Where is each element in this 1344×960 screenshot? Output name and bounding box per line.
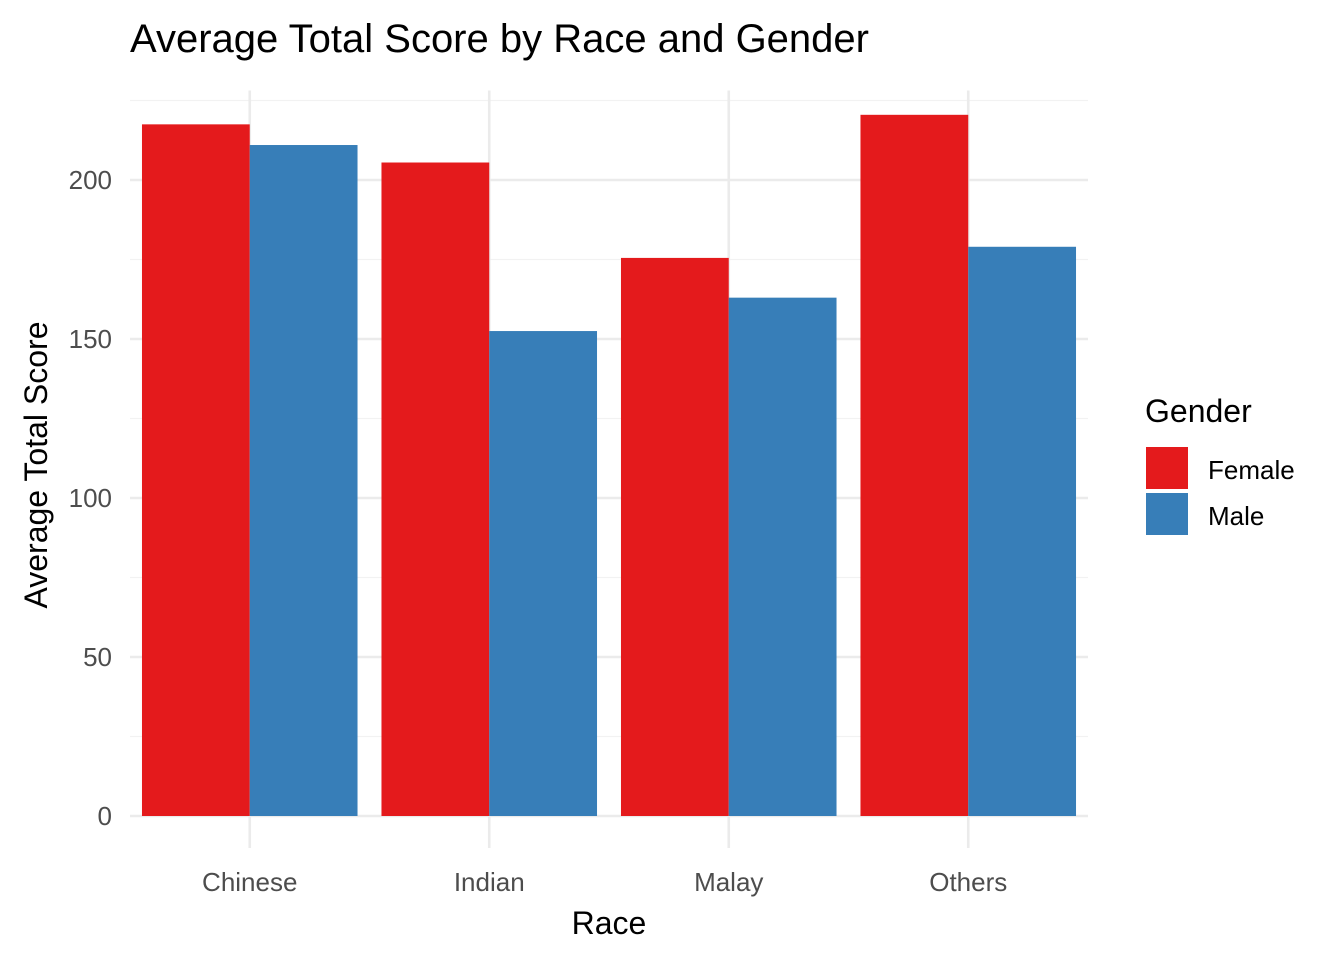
x-tick-label: Chinese bbox=[202, 867, 297, 897]
bar-female-others bbox=[860, 114, 969, 816]
y-axis-ticks: 0 50 100 150 200 bbox=[69, 165, 112, 831]
legend-title: Gender bbox=[1145, 393, 1252, 429]
bar-male-malay bbox=[728, 297, 837, 816]
y-tick-label: 50 bbox=[83, 642, 112, 672]
bar-male-others bbox=[968, 246, 1077, 816]
y-axis-title: Average Total Score bbox=[18, 322, 54, 609]
x-tick-label: Indian bbox=[454, 867, 525, 897]
legend-label-female: Female bbox=[1208, 455, 1295, 485]
x-axis-ticks: Chinese Indian Malay Others bbox=[202, 867, 1007, 897]
bar-female-indian bbox=[381, 162, 490, 816]
x-axis-title: Race bbox=[572, 905, 647, 941]
bar-male-indian bbox=[489, 331, 598, 816]
x-tick-label: Malay bbox=[694, 867, 763, 897]
bar-female-chinese bbox=[141, 124, 250, 817]
y-tick-label: 100 bbox=[69, 483, 112, 513]
bar-male-chinese bbox=[249, 145, 358, 816]
legend-swatch-female bbox=[1146, 447, 1188, 489]
y-tick-label: 0 bbox=[98, 801, 112, 831]
bar-female-malay bbox=[620, 257, 729, 816]
legend-items: Female Male bbox=[1146, 447, 1295, 535]
legend-swatch-male bbox=[1146, 493, 1188, 535]
legend: Gender Female Male bbox=[1145, 393, 1295, 535]
chart-title: Average Total Score by Race and Gender bbox=[130, 17, 869, 61]
bars bbox=[141, 114, 1077, 817]
x-tick-label: Others bbox=[929, 867, 1007, 897]
legend-label-male: Male bbox=[1208, 501, 1264, 531]
y-tick-label: 200 bbox=[69, 165, 112, 195]
y-tick-label: 150 bbox=[69, 324, 112, 354]
